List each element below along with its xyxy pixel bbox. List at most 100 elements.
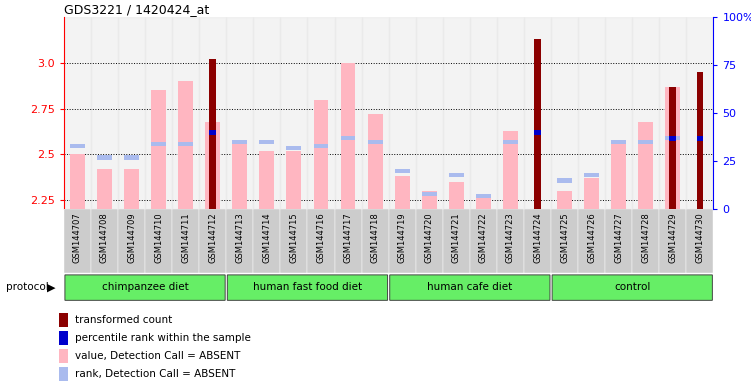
Bar [638,121,653,209]
Bar [476,197,491,209]
Bar [389,209,416,273]
Bar [669,87,676,209]
Bar [253,17,280,209]
Bar [91,209,118,273]
Bar [59,313,68,326]
Bar [286,151,301,209]
Bar [199,209,226,273]
Bar [97,169,112,209]
Bar [361,209,389,273]
Bar [584,178,599,209]
Bar [124,156,139,160]
Text: GSM144720: GSM144720 [425,212,434,263]
Text: GSM144730: GSM144730 [695,212,704,263]
Bar [557,191,572,209]
Bar [205,121,220,209]
Bar [178,81,193,209]
Text: percentile rank within the sample: percentile rank within the sample [75,333,251,343]
Bar [389,17,416,209]
Text: GSM144710: GSM144710 [154,212,163,263]
Bar [395,169,409,173]
Bar [286,146,301,150]
Bar [313,144,328,148]
Bar [503,131,518,209]
Bar [59,331,68,344]
Text: GSM144727: GSM144727 [614,212,623,263]
Bar [210,130,216,135]
Text: GSM144726: GSM144726 [587,212,596,263]
Bar [307,17,334,209]
Bar [449,173,464,177]
FancyBboxPatch shape [65,275,225,300]
Bar [632,17,659,209]
Bar [665,136,680,141]
Bar [64,17,91,209]
Bar [524,209,551,273]
Bar [551,209,578,273]
Text: GSM144721: GSM144721 [452,212,461,263]
Bar [665,87,680,209]
Bar [443,17,470,209]
Bar [557,179,572,183]
Text: chimpanzee diet: chimpanzee diet [101,282,189,292]
Bar [416,209,443,273]
Bar [280,17,307,209]
Bar [91,17,118,209]
Text: GSM144722: GSM144722 [479,212,488,263]
Text: GSM144713: GSM144713 [235,212,244,263]
FancyBboxPatch shape [552,275,713,300]
Text: GSM144715: GSM144715 [289,212,298,263]
Bar [449,182,464,209]
Bar [578,209,605,273]
Bar [605,17,632,209]
Bar [280,209,307,273]
Text: GSM144717: GSM144717 [343,212,352,263]
Bar [395,176,409,209]
Bar [534,130,541,135]
Bar [172,209,199,273]
Bar [145,17,172,209]
Bar [341,136,355,141]
Bar [253,209,280,273]
Bar [59,367,68,381]
Text: GSM144723: GSM144723 [506,212,515,263]
Bar [334,17,361,209]
Text: GSM144728: GSM144728 [641,212,650,263]
Bar [524,17,551,209]
Text: GDS3221 / 1420424_at: GDS3221 / 1420424_at [64,3,209,16]
Bar [361,17,389,209]
Bar [313,99,328,209]
Bar [259,151,274,209]
Text: value, Detection Call = ABSENT: value, Detection Call = ABSENT [75,351,240,361]
Bar [697,72,703,209]
Text: control: control [614,282,650,292]
Text: GSM144719: GSM144719 [398,212,407,263]
Bar [151,90,166,209]
Bar [497,209,524,273]
Text: GSM144707: GSM144707 [73,212,82,263]
Bar [605,209,632,273]
Bar [638,140,653,144]
Bar [503,140,518,144]
Text: GSM144725: GSM144725 [560,212,569,263]
Bar [259,140,274,144]
FancyBboxPatch shape [390,275,550,300]
Bar [368,114,382,209]
Bar [199,17,226,209]
Bar [232,140,247,209]
Text: transformed count: transformed count [75,314,172,324]
Bar [307,209,334,273]
Bar [422,192,436,196]
Bar [210,60,216,209]
Text: GSM144724: GSM144724 [533,212,542,263]
Text: GSM144709: GSM144709 [127,212,136,263]
Bar [118,209,145,273]
Bar [534,39,541,209]
Bar [145,209,172,273]
Bar [118,17,145,209]
Bar [584,173,599,177]
Bar [686,17,713,209]
Bar [476,194,491,198]
Bar [178,142,193,146]
Text: ▶: ▶ [47,282,56,292]
